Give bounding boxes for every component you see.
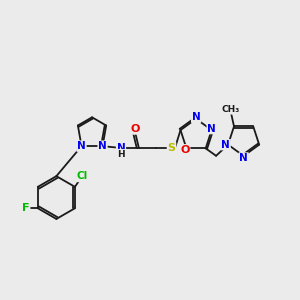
Text: H: H <box>118 150 125 159</box>
Text: N: N <box>207 124 216 134</box>
Text: N: N <box>98 141 107 151</box>
Text: Cl: Cl <box>77 172 88 182</box>
Text: N: N <box>192 112 200 122</box>
Text: N: N <box>117 143 125 153</box>
Text: N: N <box>239 153 248 163</box>
Text: N: N <box>221 140 230 150</box>
Text: O: O <box>130 124 140 134</box>
Text: O: O <box>180 145 190 155</box>
Text: CH₃: CH₃ <box>222 105 240 114</box>
Text: S: S <box>167 143 175 153</box>
Text: N: N <box>77 141 86 151</box>
Text: F: F <box>22 203 30 213</box>
